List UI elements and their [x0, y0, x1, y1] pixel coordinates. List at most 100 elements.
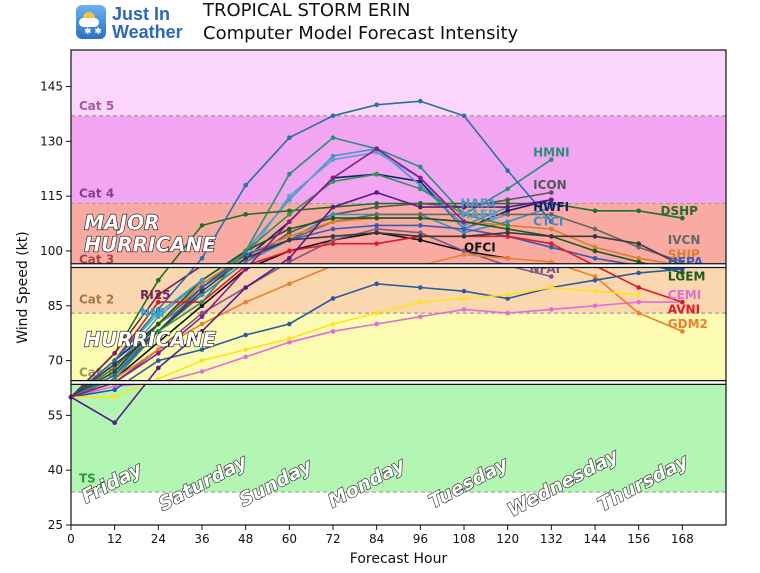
data-point	[461, 226, 467, 232]
data-point	[592, 208, 598, 214]
data-point	[330, 321, 336, 327]
x-tick-label: 120	[496, 532, 519, 546]
data-point	[199, 314, 205, 320]
series-label: RI25	[140, 288, 170, 302]
data-point	[156, 314, 161, 320]
series-label: HMNI	[533, 145, 570, 159]
data-point	[199, 329, 205, 334]
data-point	[636, 285, 641, 290]
data-point	[505, 201, 510, 206]
data-point	[243, 332, 248, 338]
data-point	[549, 204, 554, 210]
data-point	[505, 223, 510, 228]
data-point	[418, 212, 423, 217]
weather-icon: ✱ ✱	[76, 5, 106, 39]
data-point	[156, 376, 161, 382]
data-point	[418, 186, 423, 192]
data-point	[199, 303, 205, 309]
data-point	[549, 201, 554, 206]
data-point	[287, 135, 292, 140]
data-point	[330, 329, 336, 334]
data-point	[418, 182, 423, 188]
x-tick-label: 24	[151, 532, 166, 546]
series-label: HWFI	[533, 200, 569, 214]
chart-header: ✱ ✱ Just In Weather TROPICAL STORM ERIN …	[0, 0, 760, 46]
x-tick-label: 168	[671, 532, 694, 546]
data-point	[243, 266, 248, 272]
data-point	[112, 369, 117, 374]
data-point	[418, 164, 423, 170]
data-point	[418, 98, 423, 104]
data-point	[243, 354, 248, 360]
data-point	[461, 212, 467, 217]
data-point	[418, 215, 423, 221]
data-point	[680, 299, 685, 305]
data-point	[549, 259, 554, 265]
data-point	[418, 175, 423, 181]
series-label: NNI	[140, 306, 165, 320]
y-tick-label: 85	[48, 299, 63, 313]
y-tick-label: 130	[40, 134, 63, 148]
data-point	[592, 234, 598, 239]
data-point	[287, 255, 292, 261]
data-point	[287, 171, 292, 177]
data-point	[243, 285, 248, 290]
data-point	[374, 230, 379, 235]
data-point	[636, 292, 641, 298]
x-tick-label: 132	[540, 532, 563, 546]
data-point	[156, 358, 161, 363]
data-point	[505, 310, 510, 316]
data-point	[636, 299, 641, 305]
data-point	[287, 230, 292, 235]
band-label: TS	[79, 472, 96, 486]
band-cat-5	[71, 50, 726, 116]
data-point	[243, 212, 248, 217]
series-label: OFCI	[464, 240, 496, 254]
band-label: Cat 4	[79, 187, 114, 201]
region-label: HURRICANE	[84, 233, 216, 257]
data-point	[461, 252, 467, 257]
data-point	[636, 255, 641, 261]
data-point	[243, 347, 248, 352]
plot-frame	[70, 49, 727, 526]
band-label: Cat 3	[79, 252, 114, 266]
data-point	[330, 234, 336, 239]
data-point	[330, 296, 336, 301]
data-point	[418, 285, 423, 290]
data-point	[374, 310, 379, 316]
data-point	[549, 241, 554, 246]
data-point	[461, 219, 467, 225]
data-point	[505, 208, 510, 214]
x-tick-label: 36	[194, 532, 209, 546]
x-tick-label: 12	[107, 532, 122, 546]
data-point	[156, 292, 161, 298]
data-point	[549, 234, 554, 239]
x-axis-title: Forecast Hour	[350, 551, 448, 567]
data-point	[592, 277, 598, 283]
data-point	[418, 223, 423, 228]
data-point	[418, 201, 423, 206]
data-point	[199, 369, 205, 374]
data-point	[287, 193, 292, 199]
data-point	[374, 201, 379, 206]
data-point	[156, 321, 161, 327]
data-point	[505, 212, 510, 217]
data-point	[199, 285, 205, 290]
data-point	[330, 219, 336, 225]
data-point	[243, 182, 248, 188]
data-point	[199, 288, 205, 294]
chart-subtitle: Computer Model Forecast Intensity	[203, 23, 519, 44]
data-point	[330, 237, 336, 243]
data-point	[243, 299, 248, 305]
data-point	[505, 296, 510, 301]
y-tick-label: 70	[48, 354, 63, 368]
data-point	[461, 248, 467, 254]
data-point	[505, 168, 510, 173]
data-point	[199, 281, 205, 287]
series-line	[70, 100, 552, 398]
band-cat-4	[71, 115, 726, 204]
series-line	[70, 264, 203, 398]
x-tick-label: 84	[369, 532, 384, 546]
data-point	[112, 420, 117, 425]
